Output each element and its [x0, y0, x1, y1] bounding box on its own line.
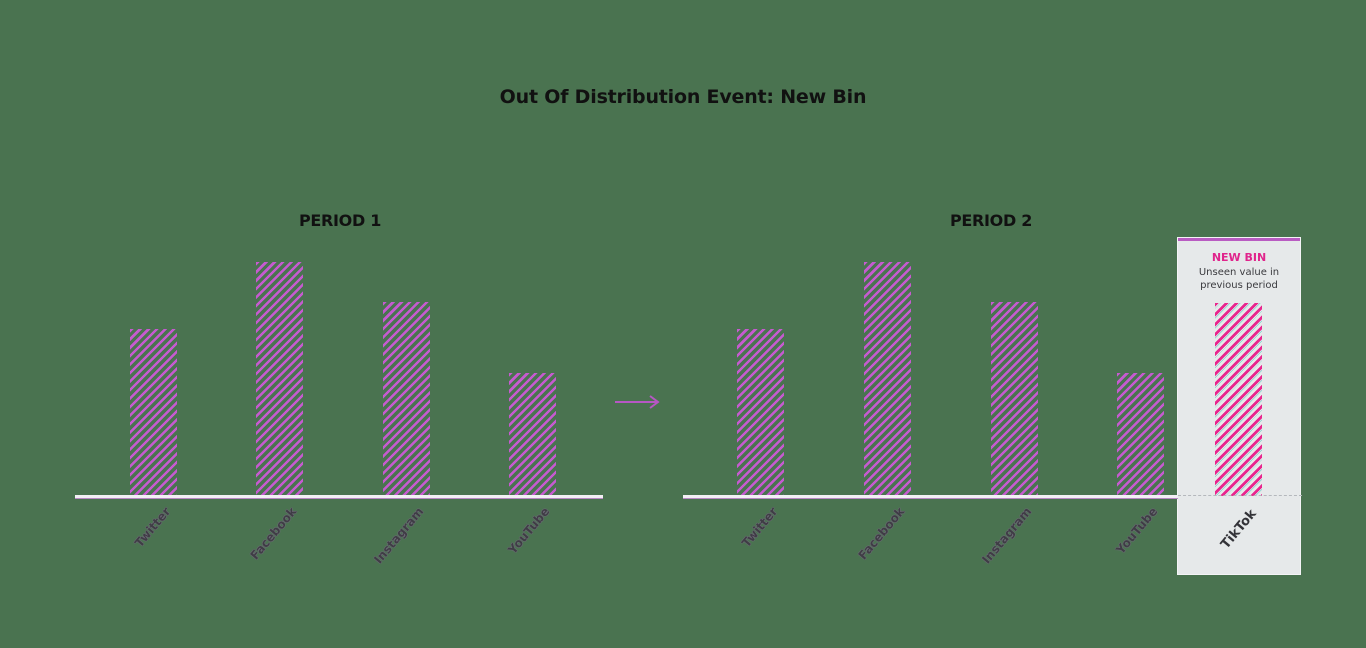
new-bin-axis-dashed — [1178, 495, 1302, 497]
new-bin-description-line-1: Unseen value in — [1198, 267, 1280, 278]
bar-period1-facebook — [256, 262, 303, 496]
xlabel-period1-facebook: Facebook — [247, 504, 300, 563]
period-2-x-axis — [683, 495, 1178, 498]
bar-period2-facebook — [864, 262, 911, 496]
xlabel-period2-facebook: Facebook — [855, 504, 908, 563]
figure-title: Out Of Distribution Event: New Bin — [499, 86, 867, 108]
bar-period2-twitter — [737, 329, 784, 496]
xlabel-period1-instagram: Instagram — [371, 504, 427, 567]
bar-period2-youtube — [1117, 373, 1164, 496]
period-1-title: PERIOD 1 — [298, 211, 382, 230]
period-1-x-axis — [75, 495, 603, 498]
xlabel-period1-youtube: YouTube — [505, 504, 553, 557]
new-bin-description-line-2: previous period — [1200, 280, 1278, 291]
right-arrow-icon — [615, 395, 660, 409]
bar-period1-youtube — [509, 373, 556, 496]
bar-period2-tiktok — [1215, 303, 1262, 496]
bar-period1-instagram — [383, 302, 430, 496]
xlabel-period1-twitter: Twitter — [132, 504, 174, 550]
period-2-title: PERIOD 2 — [949, 211, 1033, 230]
bar-period2-instagram — [991, 302, 1038, 496]
new-bin-description: Unseen value in previous period — [1178, 266, 1300, 292]
xlabel-period2-twitter: Twitter — [739, 504, 781, 550]
new-bin-heading: NEW BIN — [1211, 251, 1267, 264]
xlabel-period2-instagram: Instagram — [979, 504, 1035, 567]
xlabel-period2-youtube: YouTube — [1113, 504, 1161, 557]
bar-period1-twitter — [130, 329, 177, 496]
